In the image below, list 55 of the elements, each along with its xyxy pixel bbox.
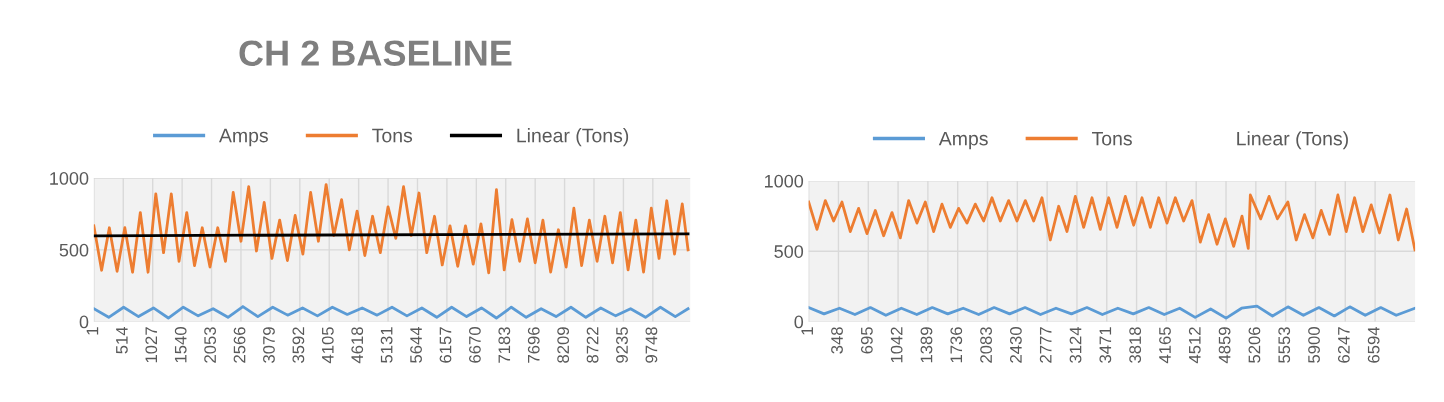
y-tick-label: 1000 bbox=[50, 172, 89, 185]
text: Linear (Tons) bbox=[1237, 131, 1348, 150]
x-tick-label: 1540 bbox=[174, 327, 187, 363]
legend-label: Linear (Tons) bbox=[517, 128, 629, 147]
x-tick-label: 8722 bbox=[586, 327, 599, 363]
x-tick-label: 5553 bbox=[1278, 327, 1291, 363]
x-tick-label: 1042 bbox=[890, 327, 903, 363]
x-tick-label: 4512 bbox=[1188, 327, 1201, 364]
chart-title: CH 2 BASELINE bbox=[239, 40, 512, 66]
legend-label: Amps bbox=[938, 131, 988, 150]
x-tick-label: 7183 bbox=[498, 327, 511, 363]
legend-label: Tons bbox=[372, 128, 413, 143]
x-tick-label: 4859 bbox=[1218, 327, 1231, 364]
y-tick-label: 0 bbox=[79, 315, 89, 329]
x-tick-label: 2053 bbox=[204, 327, 217, 363]
legend-label: Tons bbox=[1091, 131, 1132, 146]
x-tick-label: 6157 bbox=[439, 327, 452, 363]
y-tick-label: 500 bbox=[774, 245, 804, 258]
y-tick-label: 1000 bbox=[764, 174, 804, 188]
y-tick-label: 0 bbox=[794, 315, 804, 329]
x-tick-label: 1 bbox=[86, 327, 99, 335]
x-tick-label: 5131 bbox=[380, 327, 393, 363]
legend-label: Amps bbox=[219, 128, 268, 147]
x-tick-label: 7696 bbox=[527, 327, 540, 363]
x-tick-label: 9748 bbox=[645, 327, 658, 363]
x-tick-label: 1736 bbox=[950, 327, 963, 363]
x-tick-label: 5644 bbox=[410, 326, 422, 363]
x-tick-label: 348 bbox=[831, 327, 843, 354]
x-tick-label: 1 bbox=[801, 327, 813, 335]
x-tick-label: 5206 bbox=[1248, 327, 1261, 363]
x-tick-label: 2566 bbox=[233, 327, 246, 363]
x-tick-label: 2430 bbox=[1010, 327, 1022, 363]
x-tick-label: 2083 bbox=[980, 327, 992, 363]
x-tick-label: 4105 bbox=[321, 327, 334, 364]
x-tick-label: 695 bbox=[860, 327, 873, 354]
x-tick-label: 6594 bbox=[1367, 326, 1380, 363]
x-tick-label: 4165 bbox=[1159, 327, 1171, 364]
x-tick-label: 3079 bbox=[263, 327, 275, 363]
x-tick-label: 6247 bbox=[1337, 327, 1350, 363]
x-tick-label: 2777 bbox=[1039, 327, 1052, 363]
x-tick-label: 3124 bbox=[1069, 326, 1082, 363]
x-tick-label: 514 bbox=[116, 326, 128, 354]
x-tick-label: 1027 bbox=[145, 327, 158, 363]
x-tick-label: 3592 bbox=[292, 327, 305, 363]
x-tick-label: 3471 bbox=[1099, 327, 1112, 363]
x-tick-label: 4618 bbox=[351, 327, 364, 364]
x-tick-label: 8209 bbox=[557, 327, 570, 363]
line-series bbox=[93, 183, 690, 275]
x-tick-label: 1389 bbox=[920, 327, 933, 363]
y-tick-label: 500 bbox=[59, 243, 89, 257]
x-tick-label: 6670 bbox=[468, 327, 481, 363]
x-tick-label: 9235 bbox=[616, 327, 628, 363]
x-tick-label: 5900 bbox=[1308, 327, 1320, 363]
line-series bbox=[808, 193, 1416, 252]
x-tick-label: 3818 bbox=[1129, 327, 1142, 363]
